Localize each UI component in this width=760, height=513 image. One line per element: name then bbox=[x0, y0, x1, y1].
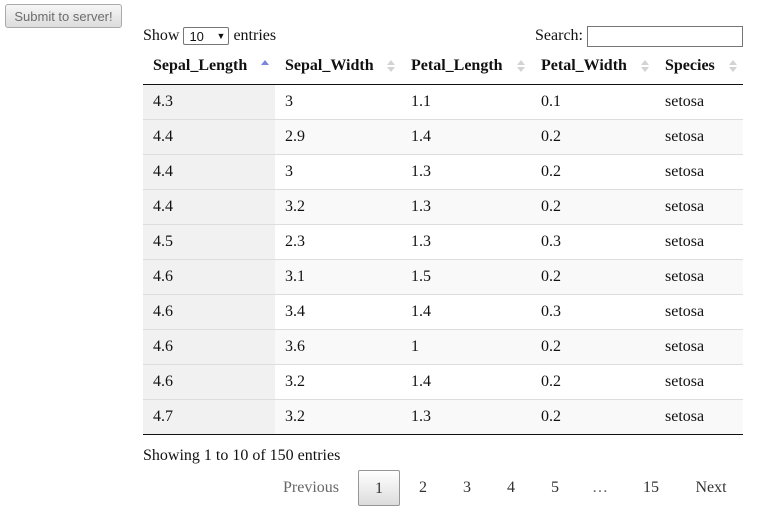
table-cell: 3 bbox=[275, 154, 401, 190]
table-header-row: Sepal_Length Sepal_Width Petal_Length Pe… bbox=[143, 48, 743, 85]
table-cell: 1.3 bbox=[401, 154, 531, 190]
table-cell: 4.6 bbox=[143, 364, 275, 400]
table-cell: setosa bbox=[655, 399, 743, 435]
table-cell: 1.3 bbox=[401, 189, 531, 225]
table-cell: setosa bbox=[655, 329, 743, 365]
table-cell: 0.3 bbox=[531, 224, 655, 260]
table-cell: 0.2 bbox=[531, 329, 655, 365]
page-button[interactable]: 3 bbox=[463, 479, 471, 496]
table-cell: 1.4 bbox=[401, 364, 531, 400]
table-cell: 0.2 bbox=[531, 154, 655, 190]
table-cell: setosa bbox=[655, 224, 743, 260]
page-button[interactable]: 1 bbox=[358, 470, 400, 506]
length-control: Show 10 ▼ entries bbox=[143, 26, 276, 46]
column-header-label: Petal_Length bbox=[411, 57, 503, 74]
table-cell: 0.2 bbox=[531, 364, 655, 400]
pagination: Previous 1 2 3 4 5 … 15 Next bbox=[0, 470, 760, 506]
data-table: Sepal_Length Sepal_Width Petal_Length Pe… bbox=[143, 48, 743, 435]
page-ellipsis: … bbox=[592, 479, 608, 496]
page-button[interactable]: 15 bbox=[643, 479, 659, 496]
next-button[interactable]: Next bbox=[695, 479, 727, 496]
sort-icon bbox=[641, 60, 649, 72]
table-cell: setosa bbox=[655, 154, 743, 190]
table-row: 4.4 3.2 1.3 0.2 setosa bbox=[143, 189, 743, 225]
table-cell: 4.6 bbox=[143, 329, 275, 365]
table-row: 4.6 3.2 1.4 0.2 setosa bbox=[143, 364, 743, 400]
column-header[interactable]: Petal_Width bbox=[531, 48, 655, 85]
table-row: 4.4 3 1.3 0.2 setosa bbox=[143, 154, 743, 190]
table-cell: 4.4 bbox=[143, 119, 275, 155]
table-cell: setosa bbox=[655, 189, 743, 225]
table-cell: 3 bbox=[285, 93, 293, 110]
column-header-label: Species bbox=[665, 57, 715, 74]
table-cell: 4.6 bbox=[143, 259, 275, 295]
table-cell: 3.1 bbox=[275, 259, 401, 295]
table-cell: 4.4 bbox=[143, 189, 275, 225]
table-cell: 3.2 bbox=[275, 189, 401, 225]
table-cell: setosa bbox=[655, 259, 743, 295]
table-cell: 1 bbox=[401, 329, 531, 365]
entries-select[interactable]: 10 ▼ bbox=[183, 27, 230, 45]
column-header-label: Petal_Width bbox=[541, 57, 627, 74]
table-cell: 0.1 bbox=[541, 93, 561, 110]
table-row: 4.7 3.2 1.3 0.2 setosa bbox=[143, 399, 743, 435]
column-header[interactable]: Species bbox=[655, 48, 743, 85]
column-header-label: Sepal_Width bbox=[285, 57, 374, 74]
submit-button[interactable]: Submit to server! bbox=[5, 4, 122, 28]
table-cell: 0.2 bbox=[531, 189, 655, 225]
table-info: Showing 1 to 10 of 150 entries bbox=[143, 447, 341, 464]
table-cell: 0.3 bbox=[531, 294, 655, 330]
previous-button[interactable]: Previous bbox=[283, 479, 339, 496]
search-control: Search: bbox=[535, 25, 743, 47]
table-cell: setosa bbox=[655, 119, 743, 155]
table-cell: 1.5 bbox=[401, 259, 531, 295]
search-label: Search: bbox=[535, 27, 583, 44]
table-cell: 4.5 bbox=[143, 224, 275, 260]
table-cell: 2.9 bbox=[275, 119, 401, 155]
table-row: 4.6 3.4 1.4 0.3 setosa bbox=[143, 294, 743, 330]
page-button[interactable]: 4 bbox=[507, 479, 515, 496]
page-button[interactable]: 2 bbox=[419, 479, 427, 496]
table-row: 4.5 2.3 1.3 0.3 setosa bbox=[143, 224, 743, 260]
table-cell: setosa bbox=[655, 364, 743, 400]
table-cell: 1.1 bbox=[411, 93, 431, 110]
table-cell: 1.4 bbox=[401, 119, 531, 155]
sort-icon bbox=[729, 60, 737, 72]
table-row: 4.6 3.6 1 0.2 setosa bbox=[143, 329, 743, 365]
column-header-label: Sepal_Length bbox=[153, 57, 248, 74]
entries-select-value: 10 bbox=[189, 28, 204, 44]
chevron-down-icon: ▼ bbox=[216, 31, 226, 41]
table-cell: 4.3 bbox=[143, 84, 275, 120]
column-header[interactable]: Petal_Length bbox=[401, 48, 531, 85]
entries-label: entries bbox=[233, 27, 277, 44]
table-cell: 0.2 bbox=[531, 119, 655, 155]
column-header[interactable]: Sepal_Width bbox=[275, 48, 401, 85]
table-cell: 2.3 bbox=[275, 224, 401, 260]
table-cell: 3.4 bbox=[275, 294, 401, 330]
table-cell: 0.2 bbox=[531, 399, 655, 435]
table-row: 4.6 3.1 1.5 0.2 setosa bbox=[143, 259, 743, 295]
sort-icon bbox=[261, 60, 269, 65]
table-cell: 4.7 bbox=[143, 399, 275, 435]
table-cell: setosa bbox=[655, 294, 743, 330]
show-label: Show bbox=[143, 27, 180, 44]
sort-icon bbox=[517, 60, 525, 72]
table-cell: 1.3 bbox=[401, 399, 531, 435]
table-cell: 0.2 bbox=[531, 259, 655, 295]
table-cell: 1.4 bbox=[401, 294, 531, 330]
table-cell: 4.6 bbox=[143, 294, 275, 330]
sort-icon bbox=[387, 60, 395, 72]
table-cell: setosa bbox=[665, 93, 705, 110]
search-input[interactable] bbox=[587, 25, 743, 47]
table-cell: 1.3 bbox=[401, 224, 531, 260]
page-button[interactable]: 5 bbox=[551, 479, 559, 496]
table-row: 4.3 3 1.1 0.1 setosa bbox=[143, 84, 743, 120]
table-cell: 4.4 bbox=[143, 154, 275, 190]
column-header[interactable]: Sepal_Length bbox=[143, 48, 275, 85]
table-cell: 3.2 bbox=[275, 364, 401, 400]
table-cell: 3.6 bbox=[275, 329, 401, 365]
table-cell: 3.2 bbox=[275, 399, 401, 435]
table-row: 4.4 2.9 1.4 0.2 setosa bbox=[143, 119, 743, 155]
